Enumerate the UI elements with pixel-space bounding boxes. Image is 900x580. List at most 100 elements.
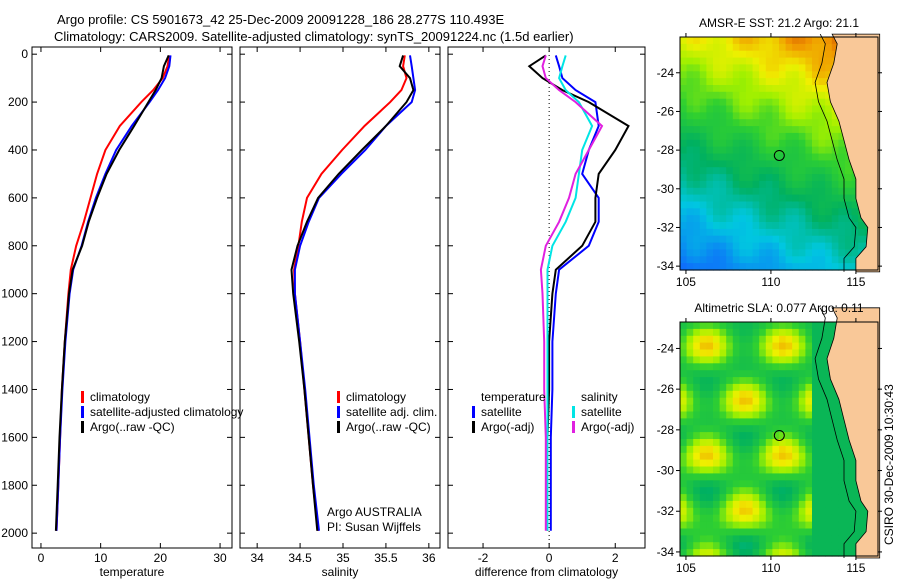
map-cell <box>726 215 734 223</box>
map-cell <box>818 37 826 45</box>
map-cell <box>752 473 760 481</box>
map-cell <box>759 328 767 337</box>
series-line-climatology <box>55 55 171 531</box>
map-cell <box>680 411 688 419</box>
map-cell <box>680 235 688 244</box>
map-cell <box>772 187 780 196</box>
map-cell <box>686 146 694 155</box>
map-cell <box>713 342 721 351</box>
map-cell <box>719 439 727 447</box>
x-tick-label: 115 <box>846 275 865 289</box>
map-cell <box>699 549 707 557</box>
map-cell <box>759 139 767 148</box>
map-cell <box>739 370 747 378</box>
map-cell <box>785 57 793 66</box>
map-cell <box>818 439 826 447</box>
map-cell <box>746 43 754 52</box>
map-cell <box>818 208 826 216</box>
map-cell <box>719 480 727 488</box>
map-cell <box>825 377 833 385</box>
shelf-contour <box>814 33 857 272</box>
map-cell <box>732 342 740 351</box>
map-cell <box>779 201 787 209</box>
map-cell <box>825 112 833 120</box>
map-cell <box>772 119 780 127</box>
map-cell <box>785 228 793 237</box>
map-cell <box>779 480 787 488</box>
map-cell <box>851 521 859 530</box>
map-cell <box>746 494 754 502</box>
map-cell <box>785 535 793 543</box>
map-cell <box>785 411 793 419</box>
map-cell <box>845 256 853 264</box>
map-cell <box>746 418 754 426</box>
map-cell <box>726 105 734 113</box>
map-cell <box>812 480 820 488</box>
map-cell <box>680 249 688 257</box>
map-cell <box>818 432 826 440</box>
map-cell <box>719 370 727 378</box>
map-cell <box>719 383 727 392</box>
map-cell <box>693 521 701 530</box>
map-cell <box>699 439 707 447</box>
map-cell <box>746 153 754 161</box>
map-cell <box>693 222 701 230</box>
map-cell <box>680 256 688 264</box>
map-cell <box>831 160 839 168</box>
map-cell <box>785 98 793 107</box>
map-cell <box>713 487 721 495</box>
map-cell <box>732 487 740 495</box>
map-cell <box>831 445 839 454</box>
map-cell <box>713 132 721 141</box>
map-cell <box>838 418 846 426</box>
map-cell <box>699 404 707 413</box>
map-cell <box>798 439 806 447</box>
map-cell <box>739 126 747 134</box>
map-cell <box>818 50 826 59</box>
map-cell <box>805 383 813 392</box>
y-tick-label: 400 <box>8 143 28 157</box>
map-cell <box>779 377 787 385</box>
map-cell <box>831 452 839 461</box>
map-cell <box>812 521 820 530</box>
map-cell <box>746 322 754 330</box>
map-cell <box>752 356 760 364</box>
map-cell <box>759 78 767 86</box>
map-cell <box>719 473 727 481</box>
map-cell <box>792 78 800 86</box>
map-cell <box>831 549 839 557</box>
map-cell <box>792 507 800 516</box>
map-cell <box>785 222 793 230</box>
map-cell <box>686 542 694 550</box>
map-cell <box>686 335 694 344</box>
x-tick-label: 20 <box>154 551 168 565</box>
map-cell <box>805 201 813 209</box>
map-cell <box>739 187 747 196</box>
map-cell <box>831 418 839 426</box>
map-cell <box>785 215 793 223</box>
map-cell <box>706 201 714 209</box>
map-cell <box>713 397 721 406</box>
map-cell <box>746 328 754 337</box>
map-cell <box>798 126 806 134</box>
map-cell <box>805 242 813 251</box>
map-cell <box>706 500 714 509</box>
map-cell <box>719 514 727 523</box>
map-cell <box>693 57 701 66</box>
map-cell <box>772 404 780 413</box>
map-cell <box>772 500 780 509</box>
map-cell <box>765 535 773 543</box>
map-cell <box>752 549 760 557</box>
map-cell <box>686 528 694 536</box>
map-cell <box>680 242 688 251</box>
map-cell <box>726 397 734 406</box>
map-cell <box>772 180 780 189</box>
map-cell <box>798 37 806 45</box>
legend-item: satellite <box>572 405 634 420</box>
map-cell <box>680 37 688 45</box>
map-cell <box>779 208 787 216</box>
map-cell <box>792 215 800 223</box>
map-cell <box>732 201 740 209</box>
map-cell <box>719 71 727 79</box>
x-tick-label: 0 <box>38 551 45 565</box>
